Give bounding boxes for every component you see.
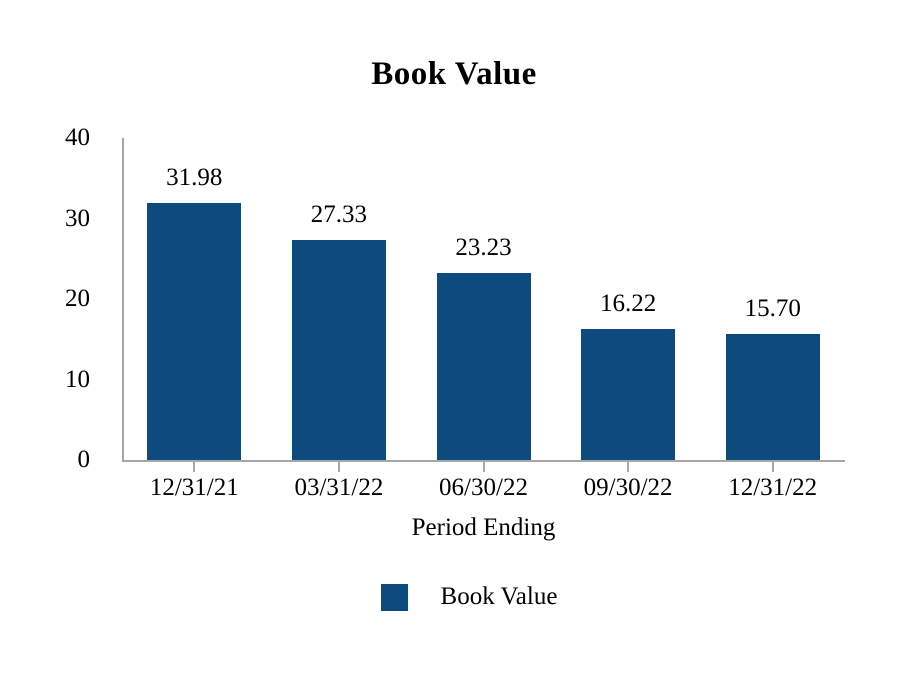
- bar: [436, 273, 531, 460]
- bar-value-label: 31.98: [166, 163, 223, 191]
- x-tick-label: 12/31/21: [149, 474, 239, 501]
- legend-label: Book Value: [440, 583, 558, 610]
- legend-swatch: [380, 583, 408, 611]
- y-tick-label: 20: [65, 285, 90, 312]
- x-axis-tick: [337, 460, 340, 472]
- bar-value-label: 23.23: [455, 234, 512, 261]
- bar: [725, 333, 820, 460]
- plot-area: 31.98 12/31/21 27.33 03/31/22 23.23 06/30/22 1…: [122, 138, 845, 501]
- y-tick-label: 10: [65, 365, 90, 393]
- bar-value-label: 27.33: [310, 201, 368, 228]
- x-axis-tick: [193, 460, 196, 472]
- y-axis-line: [122, 138, 124, 460]
- x-axis-line: [122, 460, 845, 462]
- legend: Book Value: [30, 582, 908, 612]
- bar: [581, 329, 676, 460]
- y-tick-label: 0: [77, 446, 91, 473]
- x-tick-label: 06/30/22: [439, 474, 528, 501]
- bar-value-label: 16.22: [599, 290, 657, 318]
- y-tick-label: 30: [65, 204, 90, 232]
- x-axis-tick: [627, 460, 630, 472]
- x-tick-label: 03/31/22: [294, 474, 384, 501]
- chart-title: Book Value: [371, 56, 537, 92]
- x-axis-tick: [482, 460, 485, 472]
- y-tick-label: 40: [65, 124, 90, 151]
- bar: [291, 240, 386, 460]
- x-tick-label: 09/30/22: [583, 474, 673, 501]
- bar: [147, 202, 242, 460]
- bar-value-label: 15.70: [744, 294, 801, 322]
- x-axis-title: Period Ending: [411, 514, 556, 541]
- x-axis-tick: [771, 460, 774, 472]
- x-tick-label: 12/31/22: [728, 474, 818, 501]
